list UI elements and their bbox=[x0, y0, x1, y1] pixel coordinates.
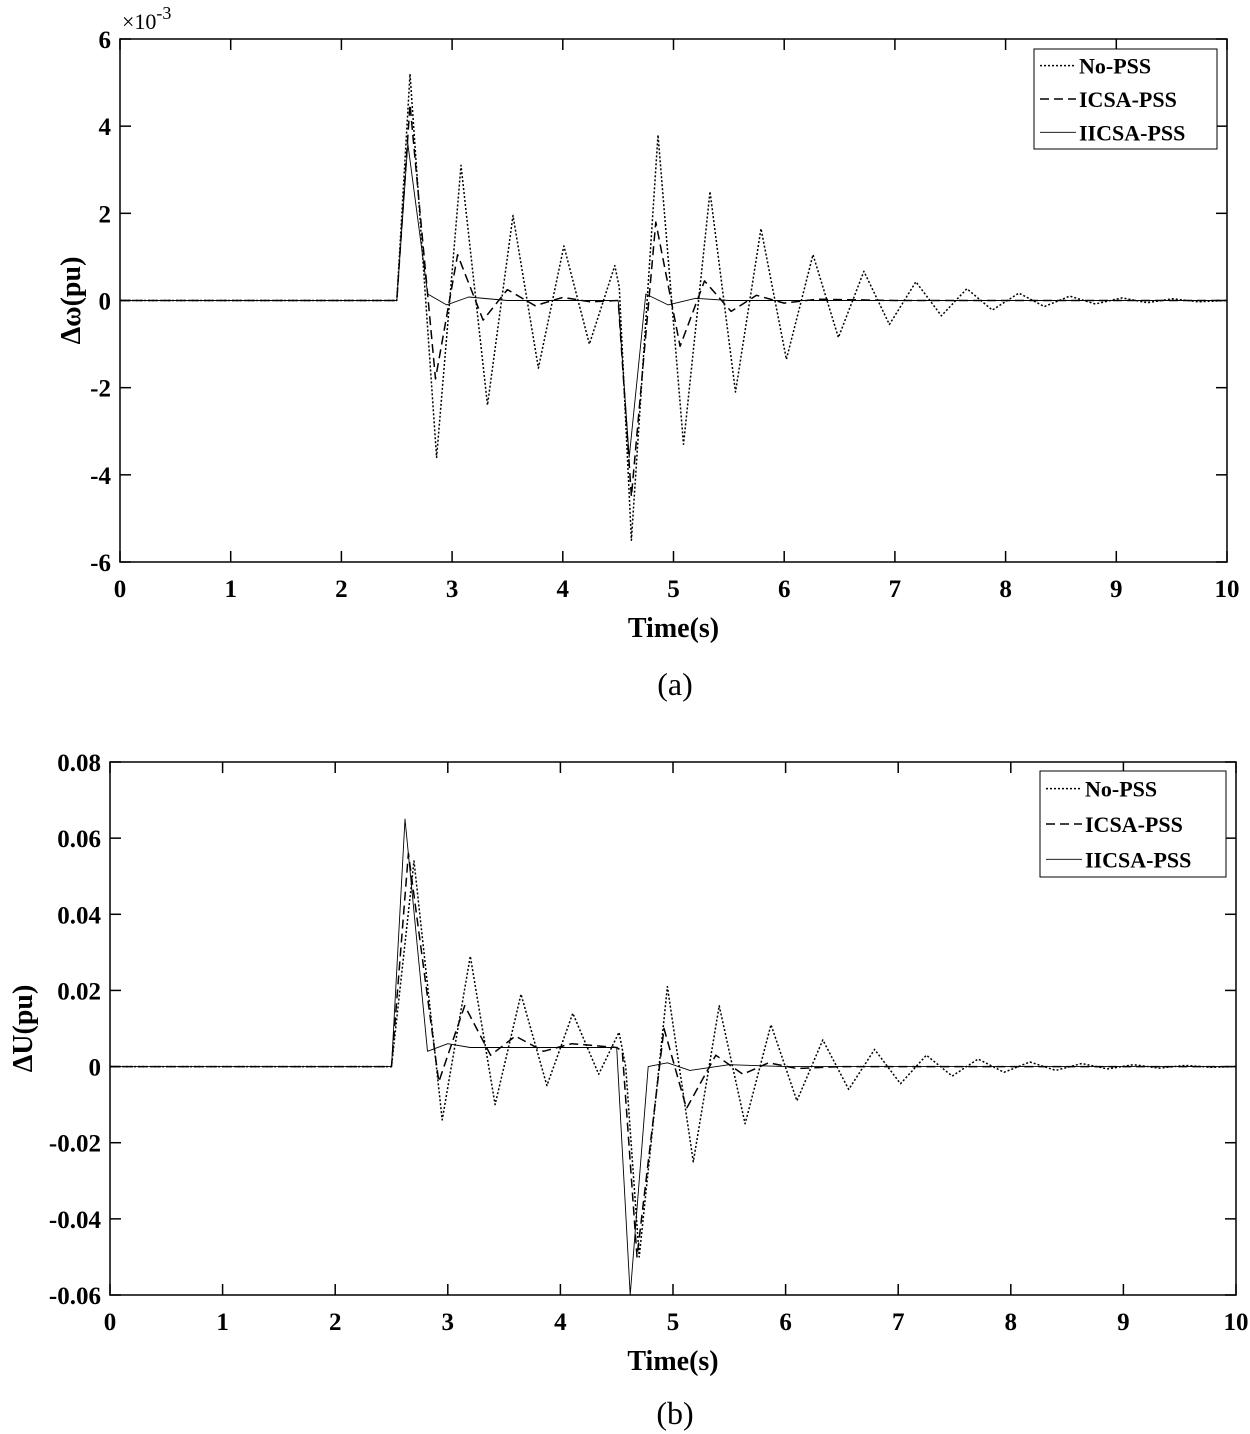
x-axis-label: Time(s) bbox=[627, 1346, 718, 1377]
x-tick-label: 9 bbox=[1117, 1309, 1130, 1336]
series-line-iicsa-pss bbox=[110, 818, 1236, 1295]
y-tick-label: 0.08 bbox=[57, 750, 101, 777]
x-tick-label: 2 bbox=[335, 576, 348, 603]
x-tick-label: 0 bbox=[114, 576, 127, 603]
series-line-icsa-pss bbox=[120, 103, 1227, 498]
x-tick-label: 8 bbox=[1005, 1309, 1018, 1336]
x-tick-label: 6 bbox=[779, 1309, 792, 1336]
x-tick-label: 3 bbox=[446, 576, 459, 603]
x-tick-label: 4 bbox=[557, 576, 570, 603]
legend-label-iicsa-pss: IICSA-PSS bbox=[1079, 120, 1185, 145]
x-axis-label: Time(s) bbox=[628, 613, 719, 644]
y-tick-label: -4 bbox=[90, 463, 111, 490]
panel-caption: (b) bbox=[656, 1395, 693, 1431]
y-tick-label: 0.06 bbox=[57, 826, 101, 853]
legend-label-no-pss: No-PSS bbox=[1079, 54, 1151, 79]
x-tick-label: 7 bbox=[889, 576, 902, 603]
y-tick-label: 2 bbox=[99, 201, 112, 228]
chart-b: 0 1 2 3 4 5 6 7 8 9 10 -0.06 -0.04 -0.02 0 0.02 0.04 0.06… bbox=[8, 750, 1249, 1431]
y-tick-label: 0 bbox=[99, 289, 112, 316]
x-tick-label: 5 bbox=[667, 576, 680, 603]
series-line-icsa-pss bbox=[110, 852, 1236, 1258]
legend-label-icsa-pss: ICSA-PSS bbox=[1085, 812, 1183, 837]
y-tick-label: 4 bbox=[99, 114, 112, 141]
x-tick-label: 1 bbox=[224, 576, 237, 603]
y-axis-label: Δω(pu) bbox=[56, 257, 87, 345]
y-tick-label: 0.04 bbox=[57, 902, 101, 929]
y-tick-label: 0 bbox=[89, 1055, 102, 1082]
y-tick-label: 6 bbox=[99, 27, 112, 54]
x-tick-label: 7 bbox=[892, 1309, 905, 1336]
x-tick-label: 6 bbox=[778, 576, 791, 603]
x-tick-label: 10 bbox=[1224, 1309, 1249, 1336]
x-tick-label: 4 bbox=[554, 1309, 567, 1336]
y-tick-label: -0.02 bbox=[49, 1131, 101, 1158]
y-tick-label: -0.06 bbox=[49, 1283, 101, 1310]
x-tick-label: 9 bbox=[1110, 576, 1123, 603]
y-tick-label: -6 bbox=[90, 550, 111, 577]
x-tick-label: 5 bbox=[667, 1309, 680, 1336]
x-tick-label: 8 bbox=[999, 576, 1012, 603]
x-tick-label: 2 bbox=[329, 1309, 342, 1336]
legend: No-PSS ICSA-PSS IICSA-PSS bbox=[1033, 48, 1218, 150]
series-line-no-pss bbox=[120, 73, 1227, 541]
panel-caption: (a) bbox=[657, 666, 693, 702]
x-tick-label: 1 bbox=[216, 1309, 229, 1336]
legend-label-iicsa-pss: IICSA-PSS bbox=[1085, 847, 1191, 872]
y-tick-label: -2 bbox=[90, 376, 111, 403]
legend-label-no-pss: No-PSS bbox=[1085, 777, 1157, 802]
y-exponent-label: ×10-3 bbox=[122, 3, 171, 34]
series-line-iicsa-pss bbox=[120, 143, 1227, 458]
y-tick-label: 0.02 bbox=[57, 978, 101, 1005]
y-tick-label: -0.04 bbox=[49, 1207, 102, 1234]
x-tick-label: 0 bbox=[104, 1309, 117, 1336]
legend: No-PSS ICSA-PSS IICSA-PSS bbox=[1039, 770, 1227, 878]
x-tick-label: 3 bbox=[442, 1309, 455, 1336]
y-axis-label: ΔU(pu) bbox=[8, 985, 39, 1073]
x-tick-label: 10 bbox=[1215, 576, 1240, 603]
chart-a: 0 1 2 3 4 5 6 7 8 9 10 -6 -4 -2 0 2 4 6 ×10-3 Time(s) Δω(pu)… bbox=[56, 3, 1240, 702]
legend-label-icsa-pss: ICSA-PSS bbox=[1079, 87, 1177, 112]
